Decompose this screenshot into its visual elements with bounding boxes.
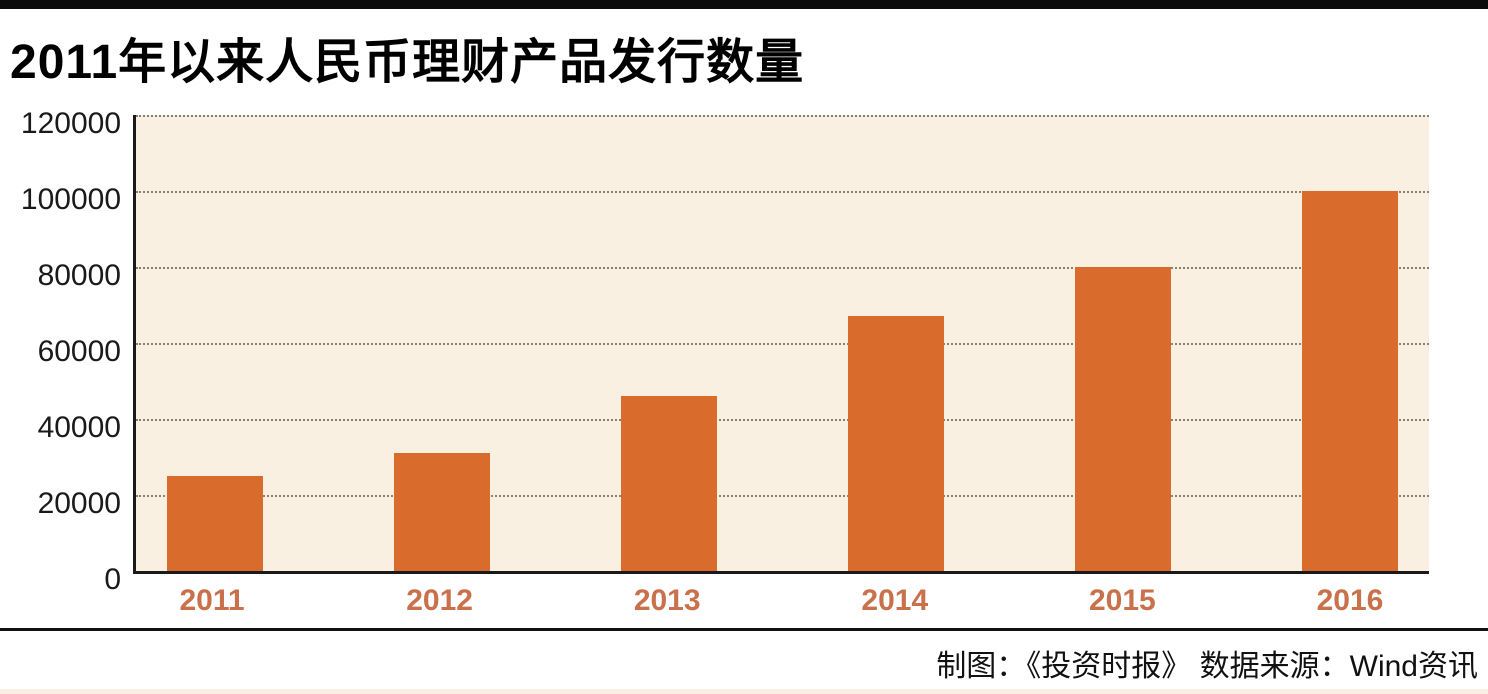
x-axis-tick-label-2015: 2015 bbox=[1089, 584, 1156, 617]
source-credit: 制图：《投资时报》 数据来源：Wind资讯 bbox=[936, 650, 1478, 683]
x-axis-tick-label-2011: 2011 bbox=[179, 584, 245, 617]
bar-2014 bbox=[848, 316, 944, 571]
chart-title: 2011年以来人民币理财产品发行数量 bbox=[10, 36, 805, 89]
gridline-100000 bbox=[136, 191, 1429, 193]
y-axis-tick-label-40000: 40000 bbox=[37, 411, 121, 444]
gridline-20000 bbox=[136, 495, 1429, 497]
bar-2012 bbox=[394, 453, 490, 571]
y-axis-tick-label-0: 0 bbox=[104, 563, 121, 596]
y-axis-tick-label-120000: 120000 bbox=[20, 107, 121, 140]
gridline-40000 bbox=[136, 419, 1429, 421]
bars-layer bbox=[136, 115, 1429, 571]
bottom-accent-strip bbox=[0, 689, 1488, 694]
x-axis: 2011 2012 2013 2014 2015 2016 bbox=[133, 584, 1429, 622]
y-axis-tick-label-60000: 60000 bbox=[37, 335, 121, 368]
bar-2015 bbox=[1075, 267, 1171, 571]
y-axis-tick-label-100000: 100000 bbox=[20, 183, 121, 216]
x-axis-tick-label-2012: 2012 bbox=[406, 584, 473, 617]
gridline-60000 bbox=[136, 343, 1429, 345]
bar-2016 bbox=[1302, 191, 1398, 571]
gridline-80000 bbox=[136, 267, 1429, 269]
bar-2011 bbox=[167, 476, 263, 571]
x-axis-tick-label-2014: 2014 bbox=[861, 584, 929, 617]
x-axis-tick-label-2016: 2016 bbox=[1316, 584, 1384, 617]
top-border-bar bbox=[0, 0, 1488, 9]
y-axis-tick-label-20000: 20000 bbox=[37, 487, 121, 520]
x-axis-tick-label-2013: 2013 bbox=[633, 584, 701, 617]
gridline-120000 bbox=[136, 115, 1429, 117]
footer-divider bbox=[0, 628, 1488, 631]
plot-area bbox=[133, 115, 1429, 574]
y-axis-tick-label-80000: 80000 bbox=[37, 259, 121, 292]
bar-2013 bbox=[621, 396, 717, 571]
